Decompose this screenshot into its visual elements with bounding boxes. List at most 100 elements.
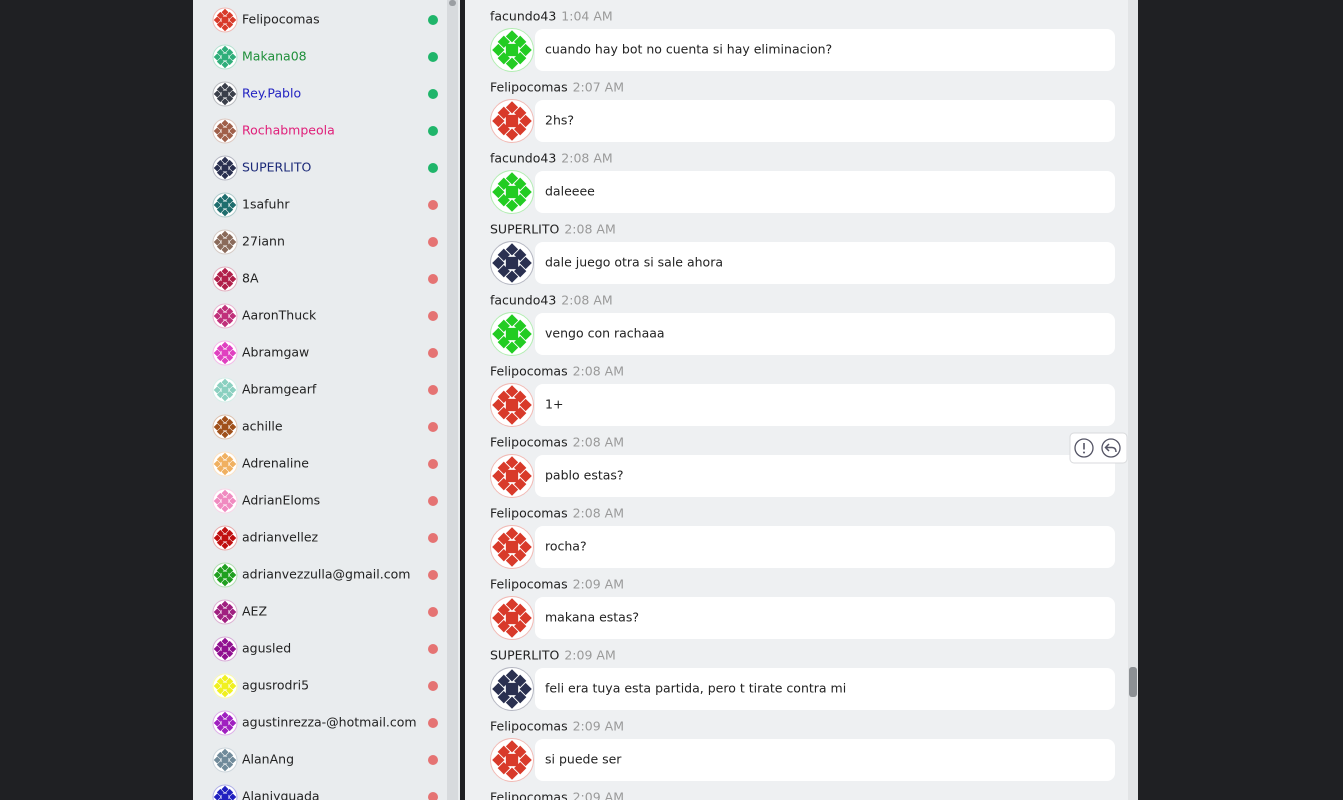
user-row[interactable]: SUPERLITO <box>212 155 439 181</box>
avatar-cell <box>519 682 532 696</box>
avatar-core <box>505 753 519 767</box>
avatar-cell <box>213 571 221 579</box>
avatar-ring <box>212 118 238 144</box>
avatar <box>212 340 238 366</box>
avatar-ring <box>212 599 238 625</box>
avatar-cell <box>221 135 229 143</box>
avatar-cell <box>221 357 229 365</box>
user-name: adrianvellez <box>242 530 319 545</box>
user-row[interactable]: Makana08 <box>212 44 439 70</box>
user-row[interactable]: Alaniyquada <box>212 784 439 800</box>
message-bubble <box>535 668 1115 710</box>
message-user: Felipocomas <box>490 719 568 734</box>
avatar-cell <box>519 398 532 412</box>
avatar-cell <box>505 740 519 753</box>
avatar-cell <box>519 114 532 128</box>
avatar-cell <box>221 156 229 164</box>
avatar-core <box>505 398 519 412</box>
report-button[interactable] <box>1074 438 1094 458</box>
avatar-cell <box>221 489 229 497</box>
avatar-cell <box>213 312 221 320</box>
user-list: Felipocomas Makana08 Rey.Pablo Rochabmpeola… <box>212 7 439 800</box>
avatar-core <box>221 164 229 172</box>
avatar-ring <box>490 738 534 782</box>
message-text: vengo con rachaaa <box>545 326 665 341</box>
message-bubble <box>535 29 1115 71</box>
avatar <box>212 673 238 699</box>
avatar <box>212 414 238 440</box>
avatar <box>490 312 534 356</box>
avatar-ring <box>212 303 238 329</box>
user-row[interactable]: Adrenaline <box>212 451 439 477</box>
user-row[interactable]: agustinrezza-@hotmail.com <box>212 710 439 736</box>
avatar-cell <box>229 460 237 468</box>
user-row[interactable]: AlanAng <box>212 747 439 773</box>
user-name: achille <box>242 419 283 434</box>
avatar-ring <box>212 155 238 181</box>
user-row[interactable]: Felipocomas <box>212 7 439 33</box>
message-time: 2:09 AM <box>573 577 624 592</box>
user-row[interactable]: agusrodri5 <box>212 673 439 699</box>
avatar-core <box>221 719 229 727</box>
avatar-core <box>221 238 229 246</box>
avatar-cell <box>221 24 229 32</box>
avatar-cell <box>213 53 221 61</box>
avatar-cell <box>221 711 229 719</box>
user-row[interactable]: Abramgaw <box>212 340 439 366</box>
avatar-cell <box>229 53 237 61</box>
avatar-cell <box>229 16 237 24</box>
avatar-ring <box>490 667 534 711</box>
user-row[interactable]: AdrianEloms <box>212 488 439 514</box>
avatar-core <box>221 16 229 24</box>
user-row[interactable]: 8A <box>212 266 439 292</box>
user-name: Abramgaw <box>242 345 309 360</box>
user-row[interactable]: AaronThuck <box>212 303 439 329</box>
avatar-ring <box>212 377 238 403</box>
avatar-cell <box>519 327 532 341</box>
user-row[interactable]: Abramgearf <box>212 377 439 403</box>
avatar-cell <box>229 793 237 800</box>
avatar-ring <box>490 170 534 214</box>
avatar <box>212 710 238 736</box>
user-row[interactable]: achille <box>212 414 439 440</box>
avatar <box>490 454 534 498</box>
avatar-core <box>221 127 229 135</box>
avatar-cell <box>213 460 221 468</box>
avatar-cell <box>221 378 229 386</box>
avatar-ring <box>212 192 238 218</box>
avatar-ring <box>212 266 238 292</box>
status-dot <box>428 570 438 580</box>
avatar <box>490 667 534 711</box>
user-row[interactable]: Rochabmpeola <box>212 118 439 144</box>
user-row[interactable]: Rey.Pablo <box>212 81 439 107</box>
avatar-cell <box>492 540 505 554</box>
avatar-ring <box>212 673 238 699</box>
message: Felipocomas 2:08 AM rocha? <box>490 506 1115 569</box>
avatar-ring <box>212 81 238 107</box>
avatar-core <box>505 43 519 57</box>
user-row[interactable]: 1safuhr <box>212 192 439 218</box>
message: Felipocomas 2:09 AM si puede ser <box>490 719 1115 782</box>
chat-scroll-thumb[interactable] <box>1129 667 1137 697</box>
user-row[interactable]: adrianvezzulla@gmail.com <box>212 562 439 588</box>
user-row[interactable]: 27iann <box>212 229 439 255</box>
message-time: 2:09 AM <box>573 790 624 800</box>
avatar-cell <box>221 304 229 312</box>
avatar-cell <box>221 246 229 254</box>
status-dot <box>428 644 438 654</box>
user-row[interactable]: adrianvellez <box>212 525 439 551</box>
user-name: Rey.Pablo <box>242 86 301 101</box>
avatar-cell <box>505 669 519 682</box>
reply-button[interactable] <box>1101 438 1121 458</box>
user-row[interactable]: AEZ <box>212 599 439 625</box>
avatar-cell <box>492 185 505 199</box>
avatar-cell <box>505 101 519 114</box>
message-user: facundo43 <box>490 293 556 308</box>
message-bubble <box>535 171 1115 213</box>
user-scroll-thumb[interactable] <box>449 0 456 6</box>
avatar-cell <box>221 193 229 201</box>
user-name: Rochabmpeola <box>242 123 335 138</box>
user-row[interactable]: agusled <box>212 636 439 662</box>
avatar-cell <box>221 172 229 180</box>
